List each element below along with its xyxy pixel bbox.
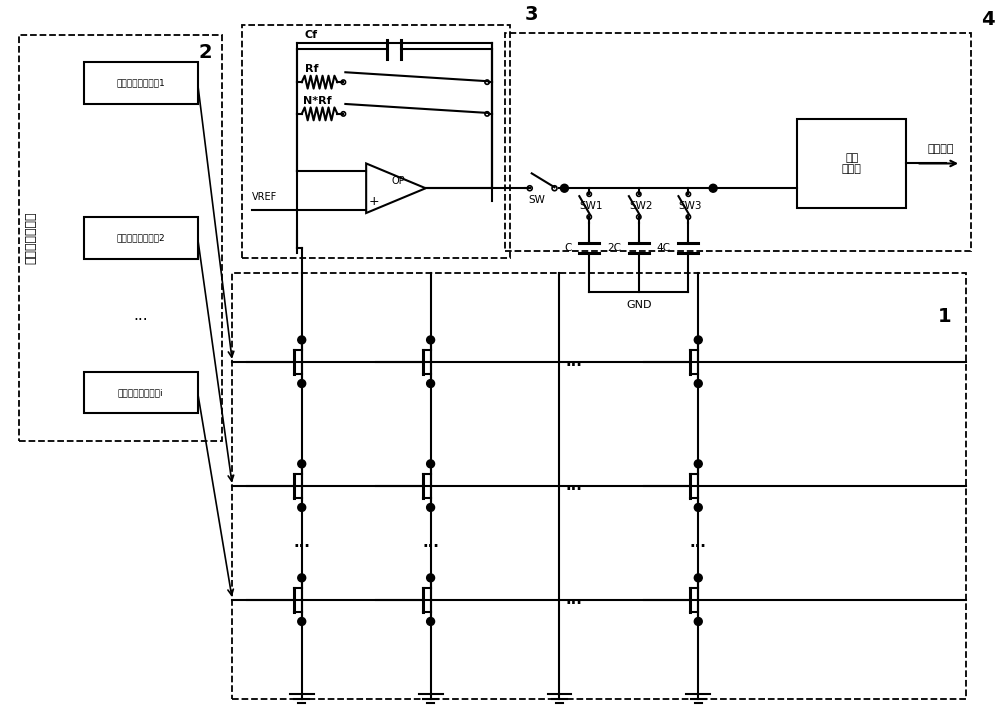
Text: 数字输出: 数字输出 (928, 143, 954, 153)
Bar (232, 272, 966, 699)
Text: Rf: Rf (305, 64, 318, 74)
Text: +: + (369, 194, 379, 207)
Bar (84, 217, 198, 258)
Text: 字线电平转换电路1: 字线电平转换电路1 (116, 78, 165, 88)
Bar (797, 119, 906, 208)
Circle shape (694, 503, 702, 511)
Text: 2: 2 (199, 42, 213, 61)
Text: 3: 3 (525, 5, 538, 24)
Circle shape (298, 574, 306, 582)
Circle shape (709, 184, 717, 192)
Text: 4: 4 (981, 9, 994, 29)
Circle shape (427, 379, 435, 387)
Text: SW3: SW3 (679, 201, 702, 211)
Bar (505, 32, 971, 251)
Circle shape (427, 336, 435, 344)
Text: 4C: 4C (657, 243, 671, 253)
Text: 字线选择译码器: 字线选择译码器 (25, 212, 38, 264)
Text: ...: ... (566, 354, 583, 369)
Circle shape (427, 503, 435, 511)
Text: ...: ... (690, 535, 707, 550)
Text: ...: ... (566, 478, 583, 493)
Bar (19, 35, 222, 441)
Bar (84, 372, 198, 413)
Circle shape (694, 460, 702, 468)
Circle shape (298, 460, 306, 468)
Circle shape (427, 618, 435, 626)
Text: ...: ... (293, 535, 310, 550)
Circle shape (560, 184, 568, 192)
Text: 字线电平转换电路2: 字线电平转换电路2 (116, 233, 165, 243)
Text: ...: ... (566, 592, 583, 607)
Bar (242, 24, 510, 258)
Text: VREF: VREF (252, 192, 277, 202)
Circle shape (427, 460, 435, 468)
Text: SW2: SW2 (629, 201, 653, 211)
Text: SW1: SW1 (579, 201, 603, 211)
Text: 字线电平转换电路i: 字线电平转换电路i (118, 388, 163, 397)
Text: 2C: 2C (607, 243, 621, 253)
Text: OP: OP (391, 176, 405, 186)
Circle shape (298, 618, 306, 626)
Text: N*Rf: N*Rf (303, 96, 331, 106)
Circle shape (694, 574, 702, 582)
Text: 模数
转换器: 模数 转换器 (842, 153, 862, 174)
Circle shape (298, 336, 306, 344)
Circle shape (298, 503, 306, 511)
Circle shape (298, 379, 306, 387)
Text: SW: SW (528, 195, 545, 205)
Circle shape (694, 379, 702, 387)
Text: Cf: Cf (305, 30, 318, 40)
Text: GND: GND (626, 300, 652, 310)
Text: 1: 1 (937, 307, 951, 326)
Text: ...: ... (422, 535, 439, 550)
Text: ...: ... (133, 307, 148, 323)
Circle shape (694, 336, 702, 344)
Text: C: C (564, 243, 571, 253)
Circle shape (694, 618, 702, 626)
Circle shape (427, 574, 435, 582)
Bar (84, 63, 198, 104)
